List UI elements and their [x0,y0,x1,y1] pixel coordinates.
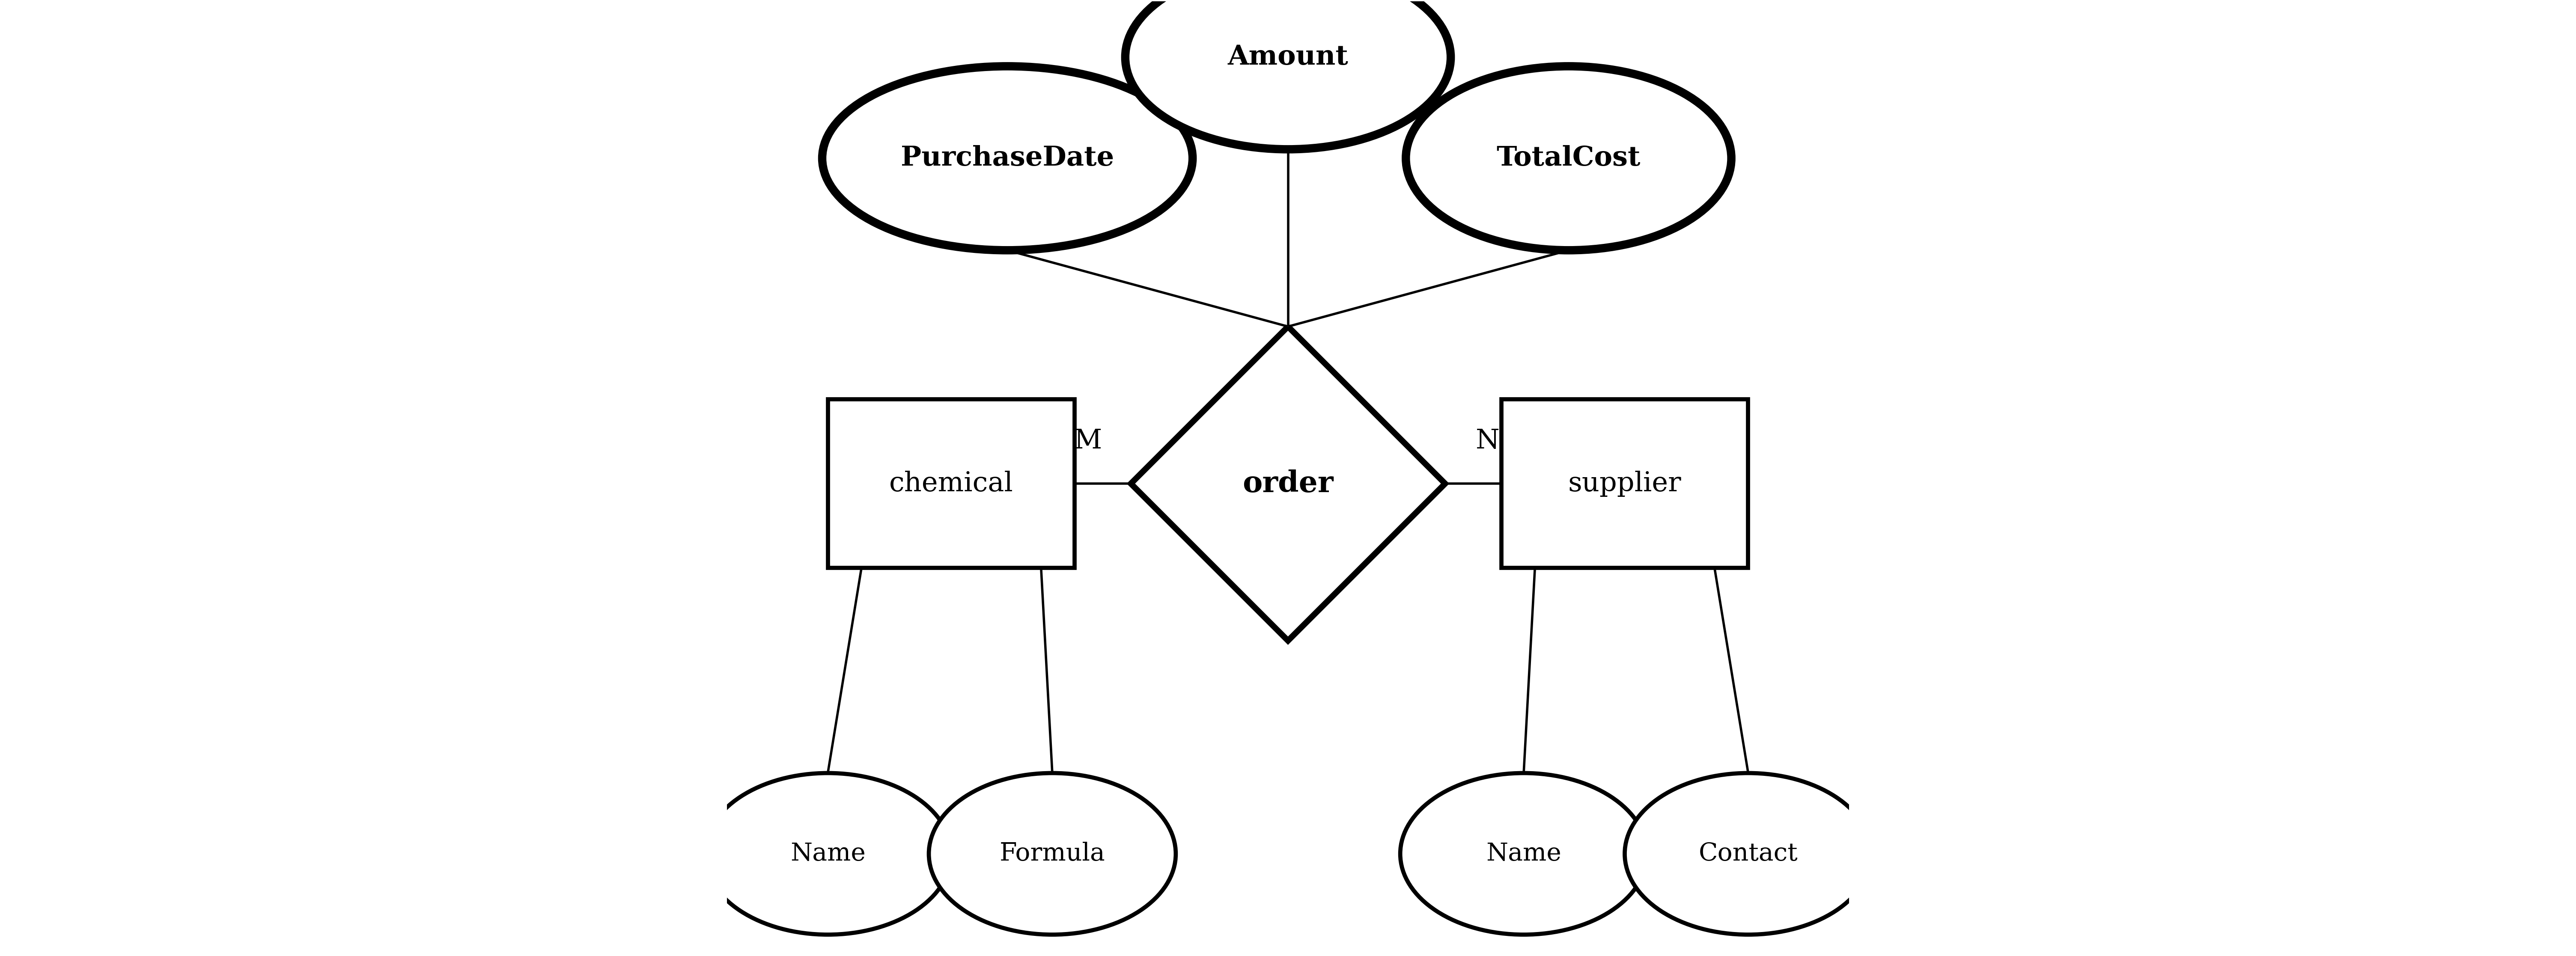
Text: Name: Name [1486,842,1561,866]
Ellipse shape [822,66,1193,250]
Ellipse shape [1401,773,1646,935]
Text: chemical: chemical [889,470,1012,497]
Bar [1502,400,1749,568]
Text: supplier: supplier [1569,470,1682,497]
Text: TotalCost: TotalCost [1497,145,1641,171]
Text: Name: Name [791,842,866,866]
Ellipse shape [703,773,951,935]
Ellipse shape [1625,773,1873,935]
Ellipse shape [1406,66,1731,250]
Text: M: M [1074,428,1103,454]
Ellipse shape [1126,0,1450,149]
Text: order: order [1242,469,1334,498]
Text: N: N [1476,428,1499,454]
Text: Contact: Contact [1698,842,1798,866]
Polygon shape [1131,327,1445,641]
Text: PurchaseDate: PurchaseDate [902,145,1113,171]
Text: Amount: Amount [1229,44,1347,71]
Bar [827,400,1074,568]
Ellipse shape [930,773,1175,935]
Text: Formula: Formula [999,842,1105,866]
